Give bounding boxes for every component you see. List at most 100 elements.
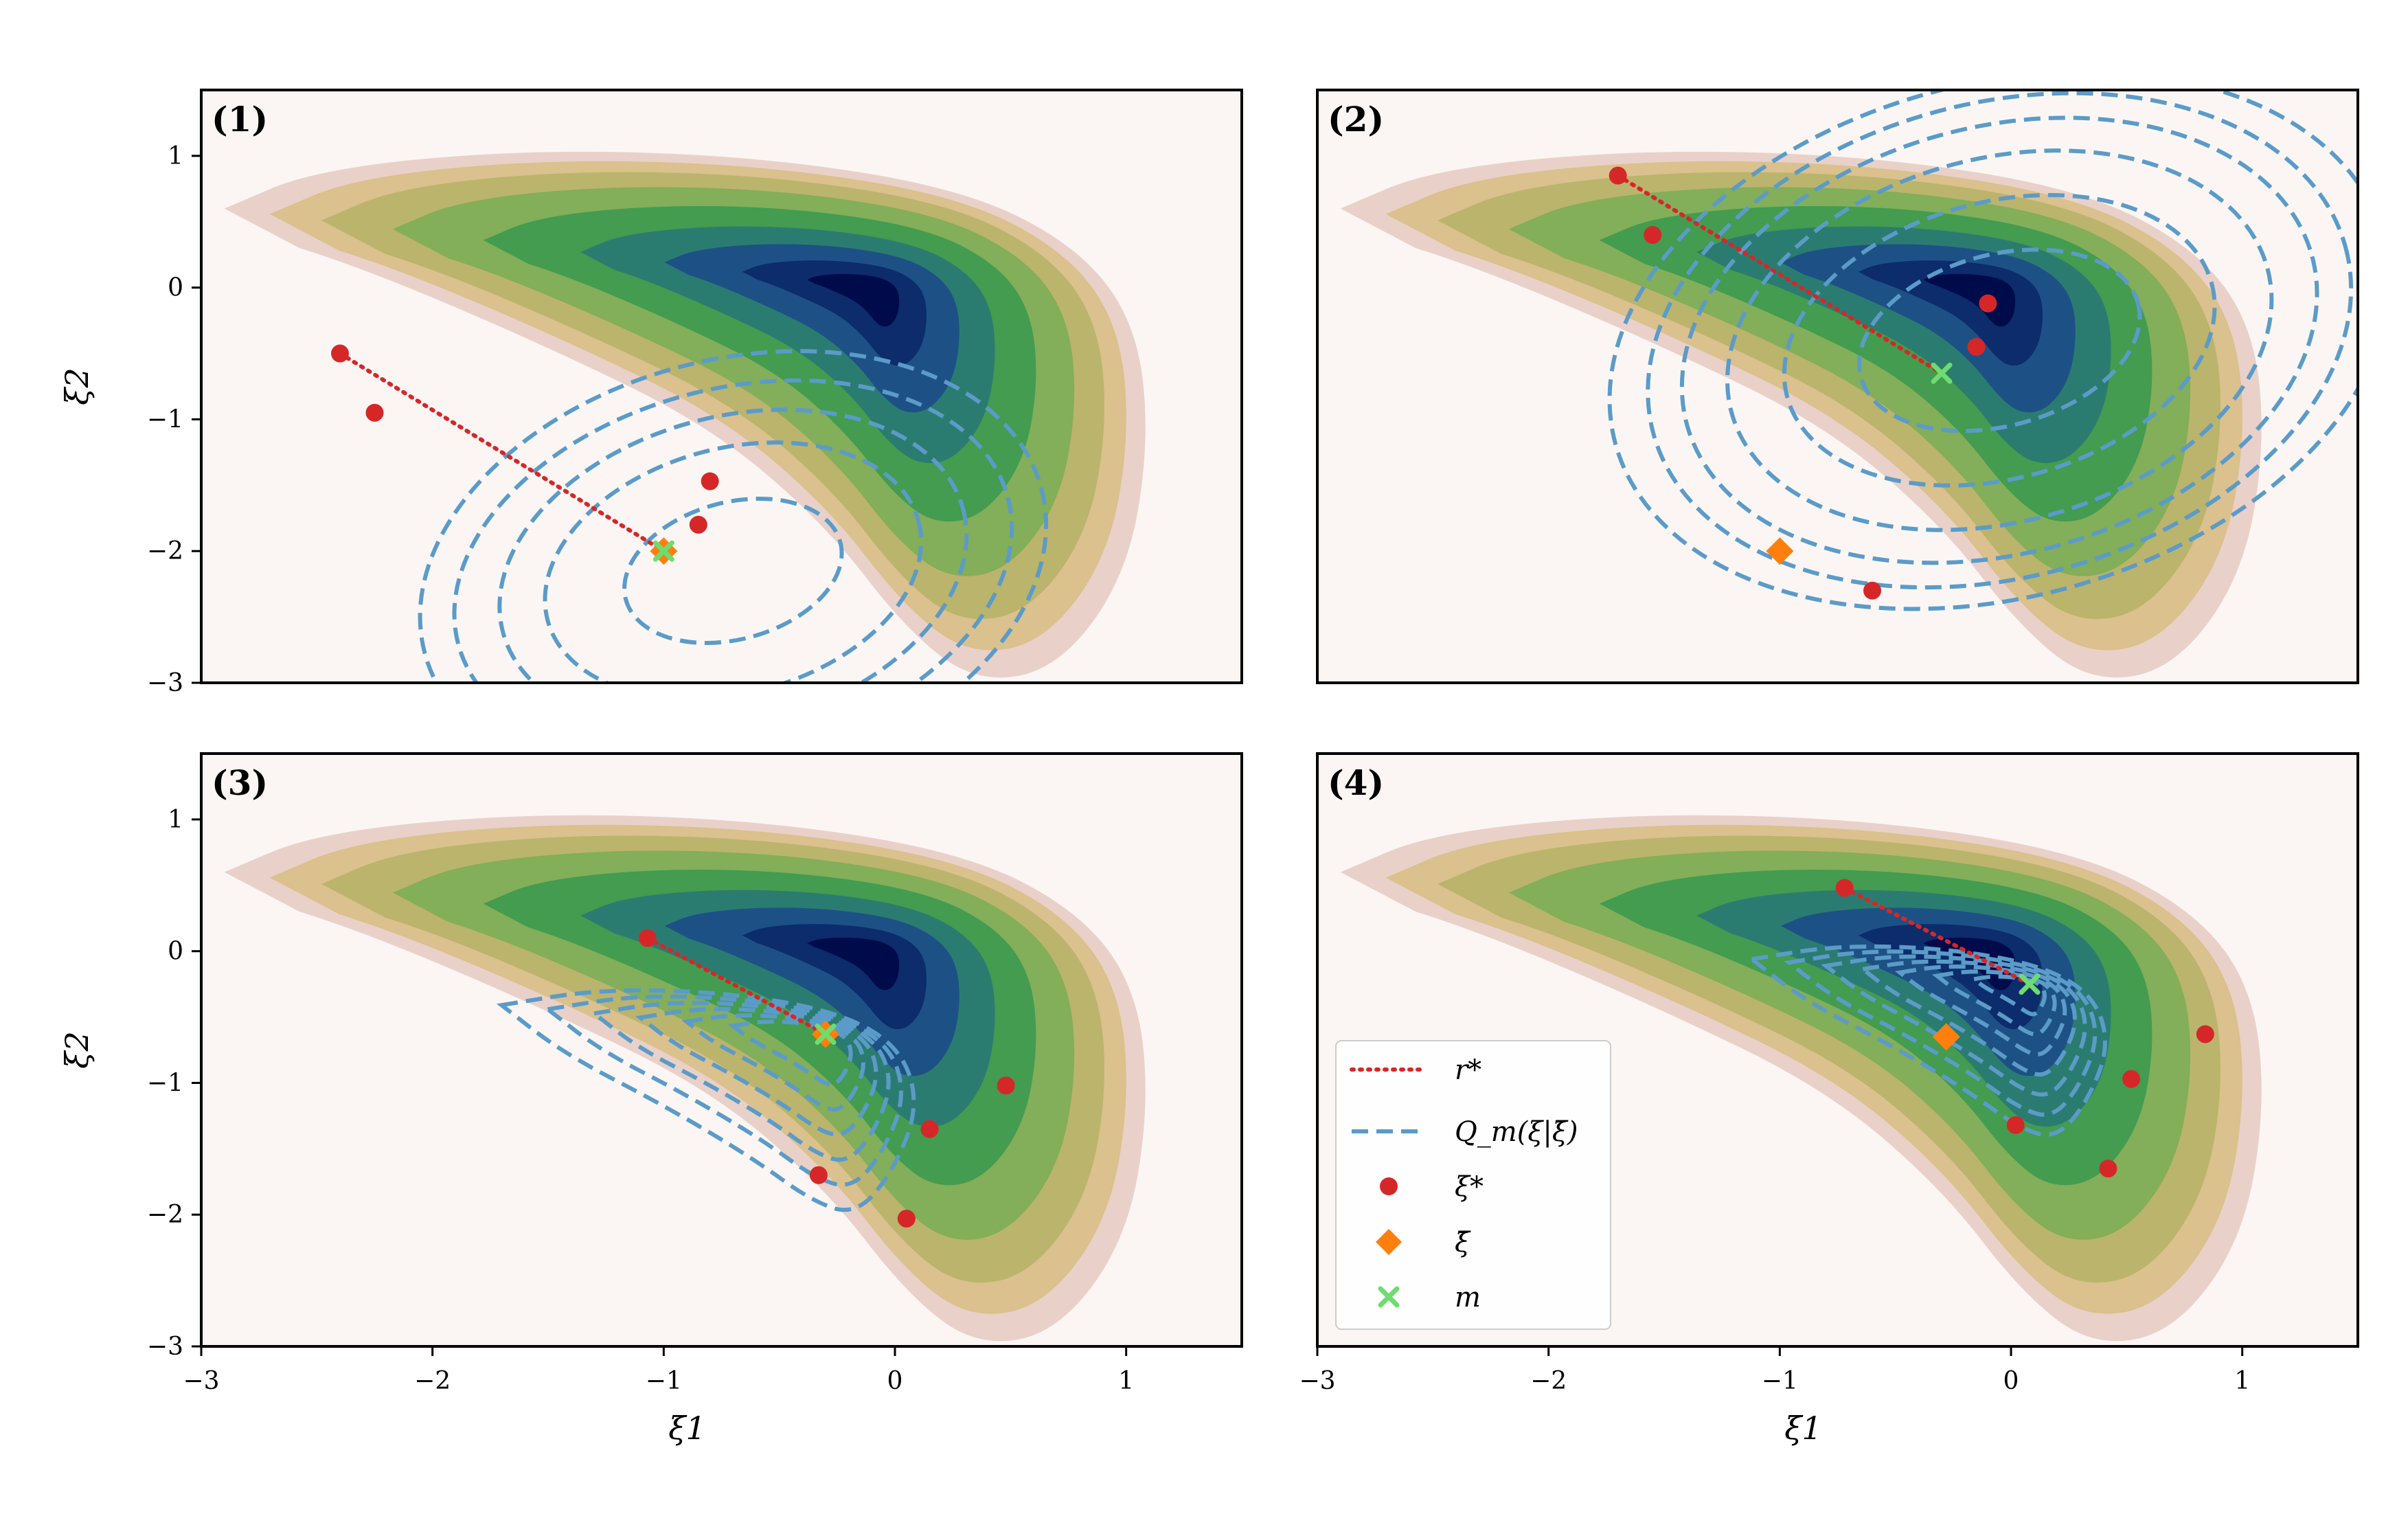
legend-frame [1335, 1040, 1611, 1330]
y-tick-label: −2 [147, 537, 183, 565]
contour-line [622, 496, 844, 646]
legend-swatch-x [1378, 1286, 1400, 1308]
xi-star-point [1967, 337, 1986, 356]
xi-star-point [638, 929, 657, 947]
contour-line [1856, 247, 2142, 433]
r-star-line [338, 351, 666, 554]
y-tick-label: −1 [147, 1069, 183, 1097]
axes-frame [1316, 89, 2359, 684]
contour-line [543, 440, 924, 683]
x-tick-label: −3 [1299, 1367, 1335, 1395]
panel-2: (2) [1316, 89, 2359, 684]
points [331, 344, 719, 565]
legend-label-xi-star: ξ* [1455, 1171, 1484, 1203]
xi-star-point [2099, 1160, 2117, 1178]
path-r-star [1615, 173, 1944, 376]
density-band [1923, 273, 2016, 327]
contours-q [496, 988, 916, 1212]
xi-star-point [920, 1120, 939, 1138]
xi-star-point [809, 1166, 828, 1184]
panel-label: (2) [1328, 99, 1384, 139]
x-tick-label: 0 [2003, 1367, 2019, 1395]
contours-q [1607, 90, 2358, 611]
x-axis-label: ξ1 [1784, 1410, 1822, 1447]
y-axis-label: ξ2 [58, 368, 95, 405]
contour-line [1821, 954, 2087, 1097]
contour-line [1679, 115, 2319, 565]
xi-bar-point [1932, 1023, 1960, 1051]
contour-line [418, 349, 1049, 683]
xi-star-point [1644, 225, 1662, 244]
xi-star-point [997, 1076, 1015, 1095]
contour-line [1607, 90, 2358, 611]
contours-q [1747, 944, 2107, 1137]
y-tick-label: 0 [168, 274, 183, 302]
legend-entry-xi-star: ξ* [1380, 1171, 1484, 1203]
contour-line [1725, 148, 2274, 532]
m-point [652, 540, 674, 562]
legend-entry-r-star: r* [1350, 1054, 1481, 1086]
density-field [201, 90, 1242, 683]
x-tick-label: −1 [1762, 1367, 1798, 1395]
xi-star-point [331, 344, 349, 363]
y-tick-label: −3 [147, 1333, 183, 1361]
xi-star-point [689, 515, 707, 534]
path-r-star [1842, 885, 2032, 986]
legend-swatch-diamond [1376, 1229, 1402, 1255]
xi-star-point [2122, 1070, 2141, 1088]
panel-label: (1) [212, 99, 268, 139]
legend-swatch-circle [1380, 1177, 1398, 1195]
xi-star-point [365, 403, 384, 422]
x-ticks: −3 −2 −1 0 1 [1299, 1346, 2250, 1395]
x-tick-label: 0 [887, 1367, 903, 1395]
x-ticks: −3 −2 −1 0 1 [183, 1346, 1134, 1395]
y-tick-label: −3 [147, 669, 183, 697]
m-point [1931, 362, 1953, 384]
x-tick-label: −2 [414, 1367, 451, 1395]
x-tick-label: −2 [1530, 1367, 1567, 1395]
points [1835, 879, 2214, 1178]
xi-star-point [897, 1209, 916, 1228]
panel-1: (1) 1 0 −1 −2 −3 ξ2 [58, 89, 1243, 697]
contour-line [497, 407, 969, 683]
legend: r* Q_m(ξ|ξ̄) ξ* ξ̄ m [1335, 1040, 1611, 1330]
legend-label-r-star: r* [1455, 1054, 1481, 1086]
y-tick-label: 1 [168, 142, 183, 170]
legend-label-q-m: Q_m(ξ|ξ̄) [1455, 1116, 1578, 1148]
path-r-star [645, 936, 828, 1037]
xi-star-point [1979, 294, 1997, 313]
x-tick-label: 1 [1118, 1367, 1134, 1395]
contour-line [1968, 974, 2047, 1017]
r-star-line [1842, 885, 2032, 986]
x-axis-label: ξ1 [668, 1410, 706, 1447]
contour-line [1894, 964, 2067, 1057]
legend-entry-m: m [1378, 1282, 1481, 1313]
contour-line [1784, 949, 2098, 1117]
xi-star-point [2006, 1116, 2025, 1134]
y-tick-label: −2 [147, 1201, 183, 1229]
y-ticks: 1 0 −1 −2 −3 [147, 142, 201, 697]
xi-star-point [701, 472, 719, 490]
legend-entry-q-m: Q_m(ξ|ξ̄) [1352, 1116, 1578, 1148]
contour-line [1646, 91, 2354, 590]
y-tick-label: 1 [168, 806, 183, 834]
points [638, 929, 1015, 1228]
m-point [2019, 973, 2041, 995]
points [1609, 166, 1997, 600]
xi-star-point [2196, 1025, 2214, 1043]
legend-entry-xi-bar: ξ̄ [1376, 1227, 1471, 1258]
path-r-star [338, 351, 666, 554]
xi-star-point [1835, 879, 1854, 897]
panel-label: (4) [1328, 762, 1384, 803]
axes-frame [200, 752, 1243, 1348]
r-star-line [1615, 173, 1944, 376]
contour-line [635, 1007, 878, 1137]
legend-label-xi-bar: ξ̄ [1455, 1227, 1471, 1258]
contour-line [1747, 944, 2107, 1137]
x-tick-label: −1 [646, 1367, 682, 1395]
x-tick-label: −3 [183, 1367, 219, 1395]
panel-label: (3) [212, 762, 268, 803]
contour-line [543, 994, 903, 1187]
legend-label-m: m [1455, 1282, 1481, 1313]
